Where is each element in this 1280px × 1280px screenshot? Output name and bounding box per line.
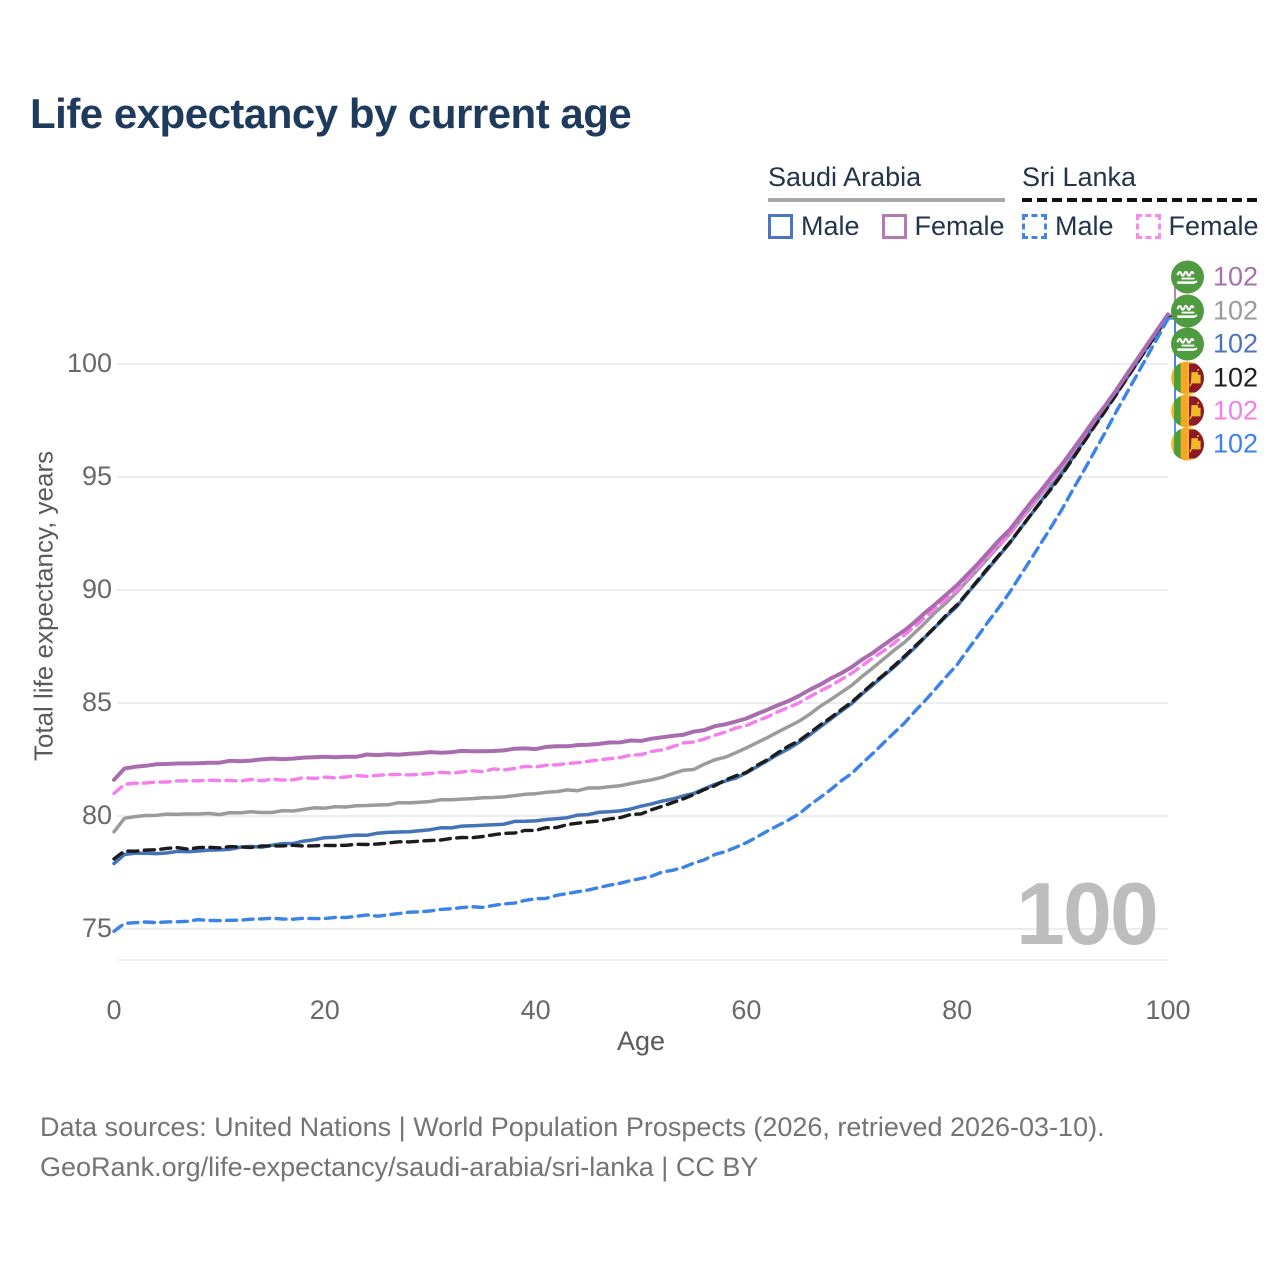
legend-item-saudi-female: Female [881, 211, 1005, 242]
y-axis-title: Total life expectancy, years [28, 450, 59, 762]
x-tick-60: 60 [731, 995, 762, 1025]
x-tick-20: 20 [309, 995, 340, 1025]
legend-label-sri-lanka-female: Female [1168, 211, 1259, 241]
legend-underline-sri-lanka-dashed [1022, 198, 1259, 202]
series-line-sri-lanka-total [112, 314, 1170, 861]
footer-attribution: GeoRank.org/life-expectancy/saudi-arabia… [40, 1151, 759, 1182]
legend-country-sri-lanka: Sri Lanka [1022, 162, 1137, 192]
legend-group-saudi-arabia: Saudi Arabia Male Female [768, 162, 1005, 242]
legend-country-saudi-arabia: Saudi Arabia [768, 162, 922, 192]
end-value-5: 102 [1213, 428, 1259, 459]
end-value-3: 102 [1213, 362, 1259, 393]
saudi-arabia-flag-icon [1171, 327, 1204, 361]
end-label-saudi-arabia-total: 102 [1171, 294, 1259, 328]
x-tick-0: 0 [106, 995, 122, 1025]
y-tick-90: 90 [81, 573, 112, 604]
series-line-saudi-arabia-male [112, 314, 1170, 866]
y-tick-75: 75 [81, 912, 112, 943]
end-label-saudi-arabia-male: 102 [1171, 327, 1259, 361]
footer: Data sources: United Nations | World Pop… [40, 1108, 1105, 1188]
end-label-sri-lanka-total: 102 [1171, 361, 1259, 395]
legend-label-sri-lanka-male: Male [1055, 211, 1114, 241]
y-tick-95: 95 [81, 460, 112, 491]
end-label-sri-lanka-female: 102 [1171, 394, 1259, 428]
y-tick-85: 85 [81, 686, 112, 717]
legend-swatch-sri-lanka-male [1022, 214, 1047, 239]
legend-label-saudi-male: Male [801, 211, 860, 241]
sri-lanka-flag-icon [1171, 427, 1204, 461]
legend-swatch-saudi-male [768, 214, 793, 239]
y-tick-100: 100 [66, 347, 112, 378]
legend-underline-saudi-solid [768, 198, 1005, 202]
legend-item-saudi-male: Male [768, 211, 860, 242]
legend-group-sri-lanka: Sri Lanka Male Female [1022, 162, 1259, 242]
legend-label-saudi-female: Female [914, 211, 1005, 241]
end-label-saudi-arabia-female: 102 [1171, 260, 1259, 294]
saudi-arabia-flag-icon [1171, 294, 1204, 328]
footer-data-sources: Data sources: United Nations | World Pop… [40, 1112, 1105, 1142]
legend-swatch-saudi-female [881, 214, 907, 239]
x-tick-80: 80 [942, 995, 973, 1025]
y-tick-80: 80 [81, 799, 112, 830]
x-axis-title: Age [616, 1026, 666, 1056]
legend-item-sri-lanka-female: Female [1135, 211, 1259, 242]
end-value-0: 102 [1213, 261, 1259, 292]
series-line-sri-lanka-female [112, 312, 1170, 796]
sri-lanka-flag-icon [1171, 394, 1204, 428]
legend-item-sri-lanka-male: Male [1022, 211, 1114, 242]
end-value-1: 102 [1213, 295, 1259, 326]
end-value-4: 102 [1213, 395, 1259, 426]
end-label-sri-lanka-male: 102 [1171, 427, 1259, 461]
x-tick-40: 40 [520, 995, 551, 1025]
x-tick-100: 100 [1145, 995, 1191, 1025]
end-value-2: 102 [1213, 328, 1259, 359]
saudi-arabia-flag-icon [1171, 260, 1204, 294]
legend-swatch-sri-lanka-female [1135, 214, 1161, 239]
sri-lanka-flag-icon [1171, 361, 1204, 395]
watermark-age-100: 100 [1016, 864, 1159, 963]
page-title: Life expectancy by current age [30, 90, 632, 137]
series-line-sri-lanka-male [112, 317, 1170, 933]
series-line-saudi-arabia-female [112, 312, 1170, 782]
